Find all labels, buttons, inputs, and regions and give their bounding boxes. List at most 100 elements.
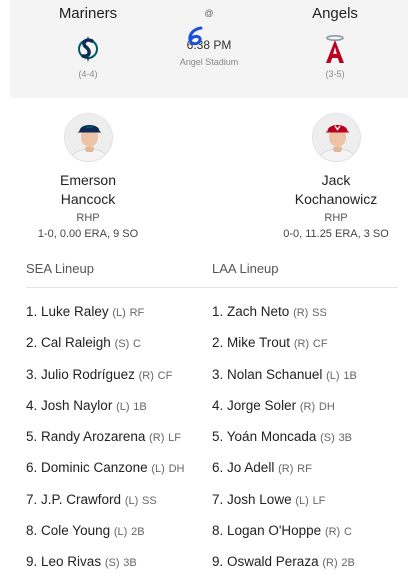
- away-team-record: (4-4): [78, 69, 98, 79]
- sea-lineup-title: SEA Lineup: [26, 261, 94, 276]
- player-position: 3B: [123, 557, 137, 570]
- home-team[interactable]: Angels (3-5): [265, 4, 405, 80]
- list-item: 1. Luke Raley (L) RF: [26, 304, 184, 335]
- home-team-name[interactable]: Angels: [312, 5, 358, 22]
- home-pitcher-first-name[interactable]: Jack: [321, 172, 351, 188]
- list-item: 3. Nolan Schanuel (L) 1B: [212, 367, 357, 398]
- player-handedness: (R): [322, 557, 338, 570]
- player-position: 2B: [131, 526, 145, 539]
- away-pitcher-last-name[interactable]: Hancock: [60, 191, 116, 207]
- batting-order: 1.: [212, 304, 224, 319]
- laa-lineup-list: 1. Zach Neto (R) SS 2. Mike Trout (R) CF…: [212, 304, 357, 585]
- list-item: 5. Yoán Moncada (S) 3B: [212, 429, 357, 460]
- player-name[interactable]: Logan O'Hoppe: [227, 523, 322, 539]
- away-team-name[interactable]: Mariners: [58, 5, 118, 22]
- player-position: 1B: [133, 400, 147, 413]
- home-pitcher[interactable]: Jack Kochanowicz RHP 0-0, 11.25 ERA, 3 S…: [256, 113, 416, 242]
- batting-order: 6.: [212, 460, 224, 476]
- player-handedness: (L): [151, 463, 165, 476]
- player-name[interactable]: Cal Raleigh: [41, 335, 111, 351]
- player-position: LF: [312, 494, 326, 507]
- player-headshot-icon: [64, 114, 112, 161]
- venue-name: Angel Stadium: [179, 57, 239, 67]
- player-name[interactable]: Zach Neto: [227, 304, 290, 319]
- list-item: 5. Randy Arozarena (R) LF: [26, 429, 184, 460]
- player-name[interactable]: Leo Rivas: [41, 554, 102, 570]
- batting-order: 5.: [212, 429, 224, 445]
- player-position: SS: [142, 494, 157, 507]
- player-handedness: (R): [138, 369, 154, 382]
- player-name[interactable]: J.P. Crawford: [41, 491, 122, 507]
- batting-order: 9.: [26, 554, 38, 570]
- player-position: C: [344, 526, 352, 539]
- player-name[interactable]: Dominic Canzone: [41, 460, 148, 476]
- list-item: 3. Julio Rodríguez (R) CF: [26, 367, 184, 398]
- home-pitcher-last-name[interactable]: Kochanowicz: [294, 191, 378, 207]
- player-name[interactable]: Luke Raley: [41, 304, 109, 319]
- player-handedness: (L): [124, 494, 139, 507]
- player-headshot-icon: [312, 114, 360, 161]
- player-handedness: (S): [320, 432, 335, 445]
- batting-order: 9.: [212, 554, 224, 570]
- avatar[interactable]: [63, 113, 113, 162]
- player-name[interactable]: Josh Lowe: [227, 491, 292, 507]
- home-pitcher-stats: 0-0, 11.25 ERA, 3 SO: [283, 228, 389, 240]
- player-position: SS: [312, 307, 327, 319]
- batting-order: 8.: [26, 523, 38, 539]
- player-name[interactable]: Jo Adell: [227, 460, 275, 476]
- away-pitcher[interactable]: Emerson Hancock RHP 1-0, 0.00 ERA, 9 SO: [8, 113, 168, 242]
- player-name[interactable]: Randy Arozarena: [41, 429, 146, 445]
- player-name[interactable]: Yoán Moncada: [226, 429, 317, 445]
- player-handedness: (L): [112, 307, 126, 319]
- batting-order: 7.: [212, 491, 224, 507]
- batting-order: 3.: [212, 366, 224, 382]
- player-position: 1B: [343, 369, 357, 382]
- batting-order: 2.: [212, 335, 224, 351]
- list-item: 7. Josh Lowe (L) LF: [212, 492, 357, 523]
- scribble-mark-icon: [188, 26, 203, 46]
- list-item: 7. J.P. Crawford (L) SS: [26, 492, 184, 523]
- player-handedness: (L): [116, 400, 130, 413]
- list-item: 2. Mike Trout (R) CF: [212, 335, 357, 366]
- player-position: C: [133, 338, 141, 351]
- list-item: 1. Zach Neto (R) SS: [212, 304, 357, 335]
- away-pitcher-name[interactable]: Emerson Hancock: [8, 171, 168, 209]
- matchup-header: Mariners (4-4) @ 6:38 PM Angel Stadium A…: [10, 0, 408, 98]
- player-name[interactable]: Oswald Peraza: [227, 554, 319, 570]
- list-item: 6. Dominic Canzone (L) DH: [26, 460, 184, 491]
- player-position: DH: [318, 400, 335, 413]
- player-position: DH: [168, 463, 185, 476]
- laa-lineup-title: LAA Lineup: [212, 261, 279, 276]
- batting-order: 3.: [26, 366, 38, 382]
- player-position: CF: [312, 338, 328, 351]
- player-position: LF: [168, 432, 182, 445]
- away-pitcher-position: RHP: [76, 212, 100, 224]
- player-name[interactable]: Julio Rodríguez: [41, 366, 135, 382]
- list-item: 6. Jo Adell (R) RF: [212, 460, 357, 491]
- player-handedness: (L): [295, 494, 309, 507]
- avatar[interactable]: [311, 113, 361, 162]
- batting-order: 1.: [26, 304, 38, 319]
- player-name[interactable]: Nolan Schanuel: [227, 366, 323, 382]
- game-time: 6:38 PM: [186, 38, 232, 52]
- player-name[interactable]: Jorge Soler: [227, 397, 297, 413]
- player-handedness: (S): [114, 338, 130, 351]
- list-item: 4. Jorge Soler (R) DH: [212, 398, 357, 429]
- player-position: RF: [129, 307, 145, 319]
- batting-order: 4.: [212, 397, 224, 413]
- angels-logo-icon: [326, 34, 344, 63]
- player-name[interactable]: Cole Young: [41, 523, 111, 539]
- away-team[interactable]: Mariners (4-4): [18, 4, 158, 80]
- away-pitcher-first-name[interactable]: Emerson: [59, 172, 117, 188]
- player-handedness: (R): [149, 432, 165, 445]
- batting-order: 7.: [26, 491, 38, 507]
- player-name[interactable]: Josh Naylor: [41, 397, 113, 413]
- home-pitcher-position: RHP: [324, 212, 348, 224]
- batting-order: 2.: [26, 335, 38, 351]
- player-name[interactable]: Mike Trout: [227, 335, 291, 351]
- versus-at-sign: @: [204, 8, 214, 18]
- player-handedness: (R): [299, 400, 316, 413]
- player-position: 2B: [341, 557, 355, 570]
- home-pitcher-name[interactable]: Jack Kochanowicz: [256, 171, 416, 209]
- batting-order: 4.: [26, 397, 38, 413]
